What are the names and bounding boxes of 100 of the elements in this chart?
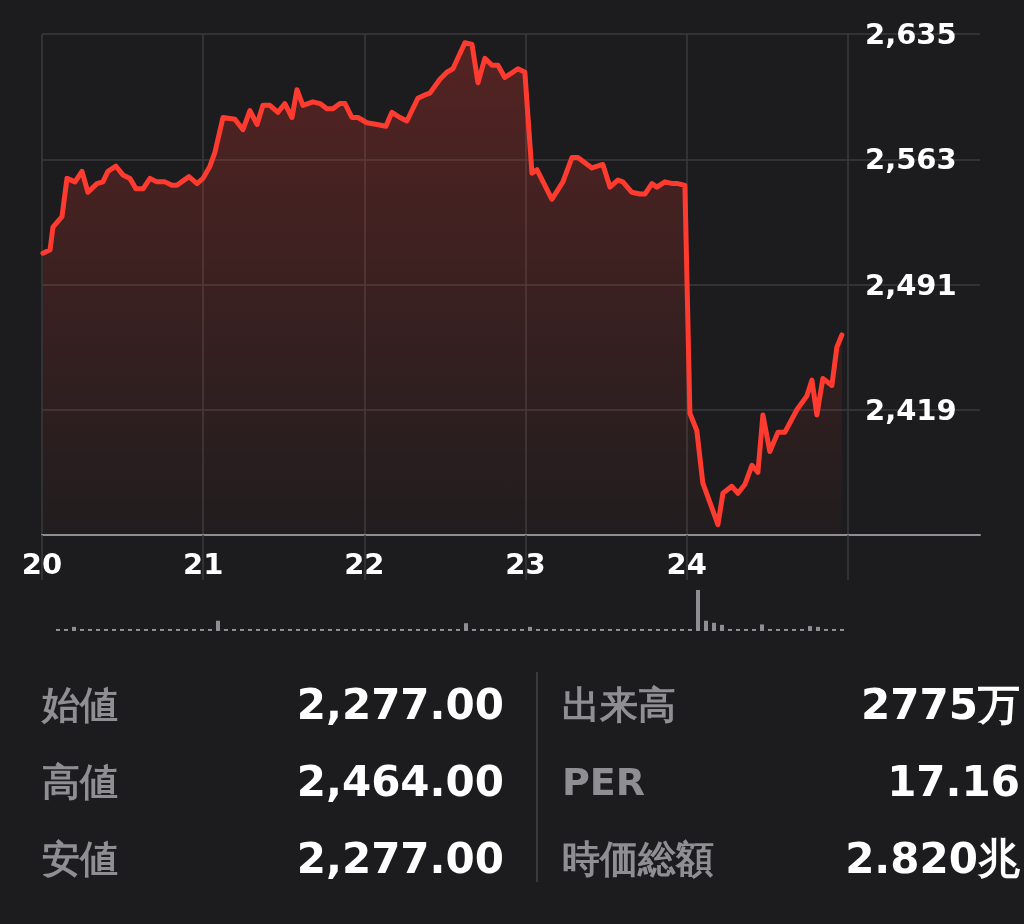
bar xyxy=(608,628,612,631)
bar xyxy=(288,628,292,631)
bar xyxy=(320,628,324,631)
bar xyxy=(144,628,148,631)
bar xyxy=(160,628,164,631)
bar xyxy=(480,628,484,631)
bar xyxy=(792,628,796,631)
bar xyxy=(344,628,348,631)
bar xyxy=(584,628,588,631)
bar xyxy=(576,628,580,631)
bar xyxy=(312,628,316,631)
bar xyxy=(152,628,156,631)
bar xyxy=(96,628,100,631)
y-tick-label: 2,635 xyxy=(865,17,957,51)
bar xyxy=(512,628,516,631)
bar xyxy=(200,628,204,631)
bar xyxy=(640,628,644,631)
x-tick-label: 22 xyxy=(344,546,385,581)
bar xyxy=(552,628,556,631)
bar xyxy=(272,628,276,631)
bar xyxy=(120,628,124,631)
text: 高値 xyxy=(42,759,118,805)
text: 安値 xyxy=(42,836,118,882)
bar xyxy=(168,628,172,631)
bar xyxy=(664,628,668,631)
text: 2775万 xyxy=(861,680,1020,729)
y-tick-label: 2,563 xyxy=(865,142,957,177)
bar xyxy=(496,628,500,631)
bar xyxy=(504,628,508,631)
bar xyxy=(368,628,372,631)
text: 17.16 xyxy=(887,757,1020,806)
bar xyxy=(704,620,708,631)
bar xyxy=(80,628,84,631)
text: PER xyxy=(562,759,646,805)
bar xyxy=(440,628,444,631)
bar xyxy=(424,628,428,631)
bar xyxy=(128,628,132,631)
text: 2,277.00 xyxy=(296,834,504,883)
bar xyxy=(456,628,460,631)
bar xyxy=(104,628,108,631)
text: 2,277.00 xyxy=(296,680,504,729)
bar xyxy=(616,628,620,631)
bar xyxy=(392,628,396,631)
bar xyxy=(648,628,652,631)
bar xyxy=(760,624,764,631)
text: 2.820兆 xyxy=(845,834,1020,883)
bar xyxy=(688,628,692,631)
bar xyxy=(280,628,284,631)
bar xyxy=(232,628,236,631)
bar xyxy=(672,628,676,631)
bar xyxy=(432,628,436,631)
text: 始値 xyxy=(42,682,118,728)
bar xyxy=(72,626,76,631)
bar xyxy=(248,628,252,631)
bar xyxy=(184,628,188,631)
bar xyxy=(840,628,844,631)
bar xyxy=(376,628,380,631)
bar xyxy=(784,628,788,631)
bar xyxy=(56,628,60,631)
bar xyxy=(296,628,300,631)
bar xyxy=(816,626,820,631)
bar xyxy=(64,628,68,631)
bar xyxy=(224,628,228,631)
bar xyxy=(328,628,332,631)
bar xyxy=(560,628,564,631)
bar xyxy=(208,628,212,631)
bar xyxy=(600,628,604,631)
bar xyxy=(88,628,92,631)
bar xyxy=(592,628,596,631)
bar xyxy=(176,628,180,631)
text: 2,464.00 xyxy=(296,757,504,806)
bar xyxy=(728,628,732,631)
bar xyxy=(680,628,684,631)
bar xyxy=(448,628,452,631)
x-tick-label: 20 xyxy=(21,546,63,581)
bar xyxy=(192,628,196,631)
bar xyxy=(416,628,420,631)
bar xyxy=(136,628,140,631)
bar xyxy=(720,624,724,631)
text: 時価総額 xyxy=(562,836,714,882)
bar xyxy=(696,590,700,631)
bar xyxy=(352,628,356,631)
bar xyxy=(240,628,244,631)
bar xyxy=(624,628,628,631)
x-tick-label: 21 xyxy=(182,546,224,581)
x-tick-label: 24 xyxy=(666,546,707,581)
y-tick-label: 2,491 xyxy=(865,267,957,302)
bar xyxy=(744,628,748,631)
bar xyxy=(528,626,532,631)
bar xyxy=(776,628,780,631)
bar xyxy=(464,623,468,631)
bar xyxy=(520,628,524,631)
bar xyxy=(752,628,756,631)
text: 出来高 xyxy=(562,682,676,728)
bar xyxy=(712,622,716,631)
bar xyxy=(400,628,404,631)
x-tick-label: 23 xyxy=(505,546,546,581)
bar xyxy=(768,628,772,631)
bar xyxy=(800,628,804,631)
y-tick-label: 2,419 xyxy=(865,392,957,427)
